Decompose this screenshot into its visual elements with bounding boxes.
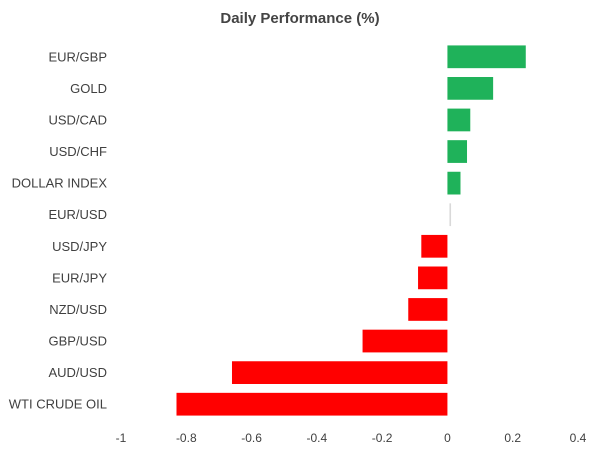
bar — [418, 266, 448, 290]
category-label: EUR/GBP — [48, 49, 107, 64]
x-tick-label: -0.4 — [307, 431, 328, 445]
x-tick-label: -0.6 — [241, 431, 262, 445]
bar — [449, 203, 452, 227]
category-label: EUR/JPY — [52, 270, 107, 285]
bar — [408, 298, 448, 321]
x-tick-label: 0 — [444, 431, 451, 445]
bar — [362, 329, 448, 353]
x-tick-label: -0.8 — [176, 431, 197, 445]
bar — [421, 234, 448, 258]
x-tick-label: -0.2 — [372, 431, 393, 445]
category-label: NZD/USD — [49, 302, 107, 317]
bar — [231, 361, 448, 384]
category-label: USD/CHF — [49, 144, 107, 159]
category-label: DOLLAR INDEX — [12, 176, 108, 191]
chart-title: Daily Performance (%) — [220, 10, 380, 27]
category-label: WTI CRUDE OIL — [9, 397, 107, 412]
bar — [447, 45, 526, 69]
bar — [447, 77, 494, 100]
bar — [447, 171, 461, 195]
x-tick-label: -1 — [116, 431, 127, 445]
category-label: USD/JPY — [52, 239, 107, 254]
bar — [176, 392, 448, 416]
category-label: GOLD — [70, 81, 107, 96]
x-tick-label: 0.4 — [570, 431, 587, 445]
bar — [447, 108, 471, 132]
category-label: USD/CAD — [48, 112, 107, 127]
category-label: GBP/USD — [48, 334, 107, 349]
category-label: AUD/USD — [48, 365, 107, 380]
bar — [447, 140, 468, 163]
category-label: EUR/USD — [48, 207, 107, 222]
x-tick-label: 0.2 — [504, 431, 521, 445]
